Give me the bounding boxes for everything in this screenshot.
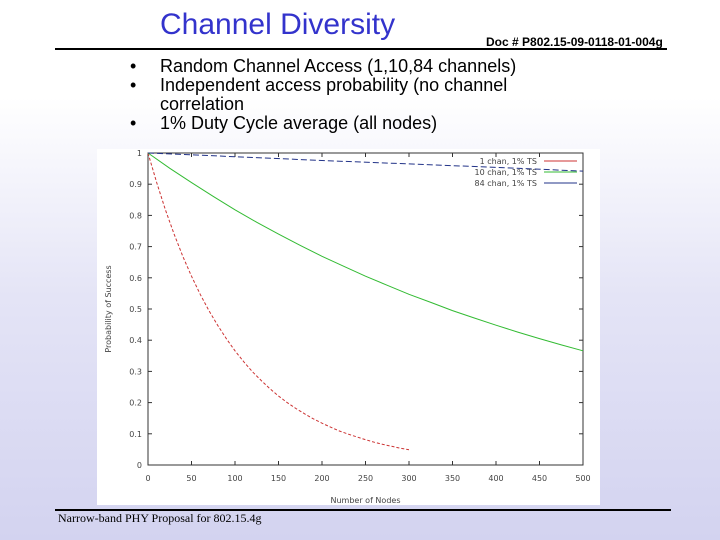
x-axis-label: Number of Nodes bbox=[331, 496, 401, 505]
footer-divider bbox=[55, 509, 671, 511]
x-tick-label: 250 bbox=[358, 474, 373, 483]
header-divider bbox=[55, 48, 667, 50]
plot-frame bbox=[147, 152, 584, 466]
x-tick-label: 0 bbox=[145, 474, 150, 483]
x-tick-label: 450 bbox=[532, 474, 547, 483]
series-line bbox=[147, 152, 410, 451]
footer-text: Narrow-band PHY Proposal for 802.15.4g bbox=[58, 511, 262, 525]
x-tick-label: 200 bbox=[314, 474, 329, 483]
y-tick-label: 0.8 bbox=[129, 211, 142, 220]
bullet-item: • Independent access probability (no chan… bbox=[130, 76, 590, 114]
series-line bbox=[147, 152, 584, 352]
bullet-dot-icon: • bbox=[130, 75, 137, 95]
y-tick-label: 0.1 bbox=[129, 430, 142, 439]
bullet-text: 1% Duty Cycle average (all nodes) bbox=[160, 113, 438, 133]
bullet-text: Random Channel Access (1,10,84 channels) bbox=[160, 56, 517, 76]
x-tick-label: 300 bbox=[401, 474, 416, 483]
bullet-list: • Random Channel Access (1,10,84 channels… bbox=[130, 57, 590, 133]
series-line bbox=[147, 152, 584, 172]
bullet-item: • Random Channel Access (1,10,84 channels… bbox=[130, 57, 590, 76]
y-tick-label: 0.5 bbox=[129, 305, 142, 314]
x-tick-label: 100 bbox=[227, 474, 242, 483]
legend-label: 84 chan, 1% TS bbox=[475, 179, 537, 188]
y-tick-label: 0.9 bbox=[129, 180, 142, 189]
y-tick-label: 0.3 bbox=[129, 367, 142, 376]
legend-label: 1 chan, 1% TS bbox=[480, 157, 537, 166]
chart-panel: 0 50 100 150 200 250 300 350 400 450 500 0 0.1 0.2 0.3… bbox=[97, 149, 600, 505]
bullet-text: Independent access probability (no chann… bbox=[160, 75, 508, 114]
bullet-dot-icon: • bbox=[130, 56, 137, 76]
y-tick-label: 0.7 bbox=[129, 243, 142, 252]
document-reference: Doc # P802.15-09-0118-01-004g bbox=[486, 35, 663, 49]
x-tick-label: 400 bbox=[488, 474, 503, 483]
y-axis-label: Probability of Success bbox=[104, 265, 113, 352]
bullet-item: • 1% Duty Cycle average (all nodes) bbox=[130, 114, 590, 133]
bullet-dot-icon: • bbox=[130, 113, 137, 133]
probability-of-success-chart: 0 50 100 150 200 250 300 350 400 450 500 0 0.1 0.2 0.3… bbox=[104, 149, 591, 505]
x-tick-label: 150 bbox=[271, 474, 286, 483]
y-tick-label: 0 bbox=[137, 461, 142, 470]
slide-title: Channel Diversity bbox=[160, 8, 396, 41]
x-tick-label: 500 bbox=[575, 474, 590, 483]
x-tick-label: 50 bbox=[186, 474, 196, 483]
legend-label: 10 chan, 1% TS bbox=[475, 168, 537, 177]
y-tick-label: 0.4 bbox=[129, 336, 142, 345]
y-tick-label: 0.6 bbox=[129, 274, 142, 283]
y-tick-label: 1 bbox=[137, 149, 142, 158]
y-tick-label: 0.2 bbox=[129, 399, 142, 408]
x-tick-label: 350 bbox=[445, 474, 460, 483]
